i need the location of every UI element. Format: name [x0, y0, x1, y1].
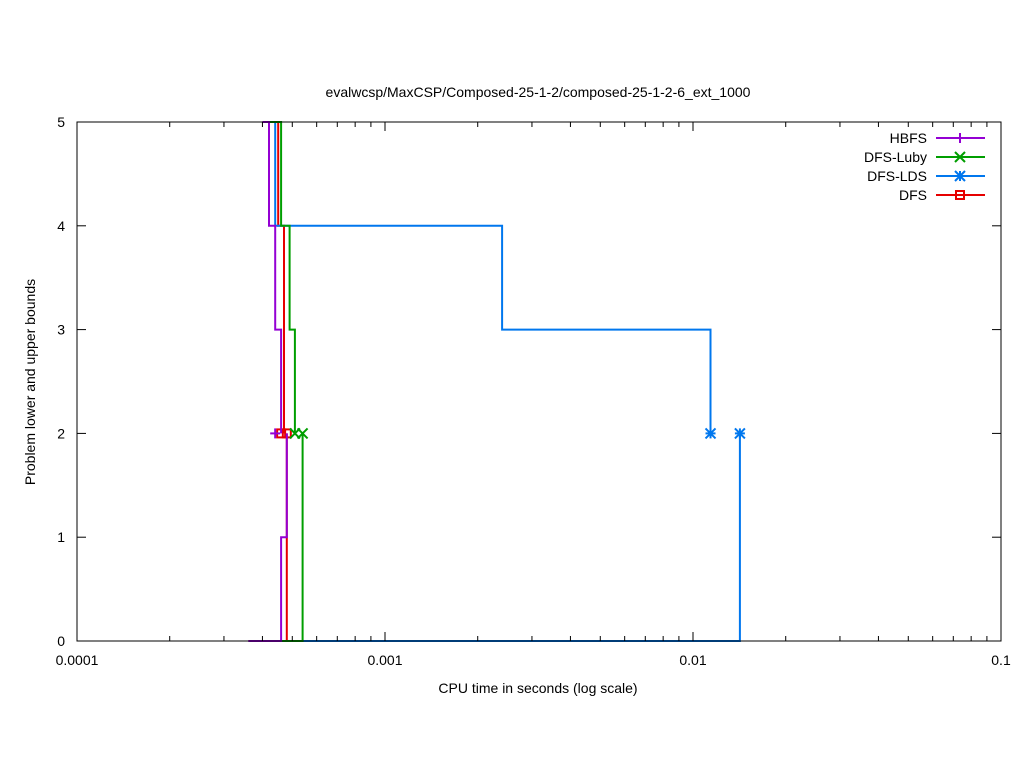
x-axis-label: CPU time in seconds (log scale) — [438, 680, 637, 696]
legend-label-dfs-lds: DFS-LDS — [867, 168, 927, 184]
legend-item-dfs: DFS — [899, 187, 985, 203]
legend-item-hbfs: HBFS — [890, 130, 985, 146]
y-tick-label: 0 — [57, 633, 65, 649]
series-dfs-luby-point-stroke — [296, 427, 309, 440]
y-axis-label: Problem lower and upper bounds — [22, 279, 38, 485]
x-tick-label: 0.001 — [367, 652, 402, 668]
legend-label-hbfs: HBFS — [890, 130, 927, 146]
y-tick-label: 5 — [57, 114, 65, 130]
legend-marker-dfs-lds — [954, 170, 966, 182]
axes-layer — [76, 121, 1002, 642]
legend-marker-dfs-stroke — [955, 190, 965, 200]
y-tick-label: 1 — [57, 529, 65, 545]
series-dfs-lds-point-stroke — [704, 427, 717, 440]
plot-frame — [76, 121, 1002, 642]
legend-label-dfs: DFS — [899, 187, 927, 203]
legend-marker-dfs — [955, 190, 965, 200]
x-tick-label: 0.01 — [679, 652, 706, 668]
y-tick-label: 3 — [57, 322, 65, 338]
y-tick-label: 2 — [57, 425, 65, 441]
legend-item-dfs-lds: DFS-LDS — [867, 168, 985, 184]
legend-marker-dfs-luby-stroke — [954, 151, 966, 163]
legend-marker-dfs-lds-stroke — [954, 170, 966, 182]
y-tick-label: 4 — [57, 218, 65, 234]
series-dfs-lds-point-stroke — [734, 427, 746, 440]
x-tick-label: 0.1 — [991, 652, 1011, 668]
legend-marker-dfs-luby — [954, 151, 966, 163]
chart-title: evalwcsp/MaxCSP/Composed-25-1-2/composed… — [326, 84, 751, 100]
legend-item-dfs-luby: DFS-Luby — [864, 149, 985, 165]
legend-marker-hbfs — [955, 133, 965, 143]
x-tick-label: 0.0001 — [56, 652, 99, 668]
legend-label-dfs-luby: DFS-Luby — [864, 149, 927, 165]
series-dfs-lds-point — [704, 427, 717, 440]
ticks-layer: 0 1 2 3 4 5 0.0001 0.001 0.01 0.1 — [56, 114, 1011, 668]
series-dfs-luby-point — [296, 427, 309, 440]
legend: HBFS DFS-Luby DFS-LDS DFS — [864, 130, 985, 203]
series-hbfs-point — [270, 428, 281, 439]
series-dfs-lds-point — [734, 427, 746, 440]
